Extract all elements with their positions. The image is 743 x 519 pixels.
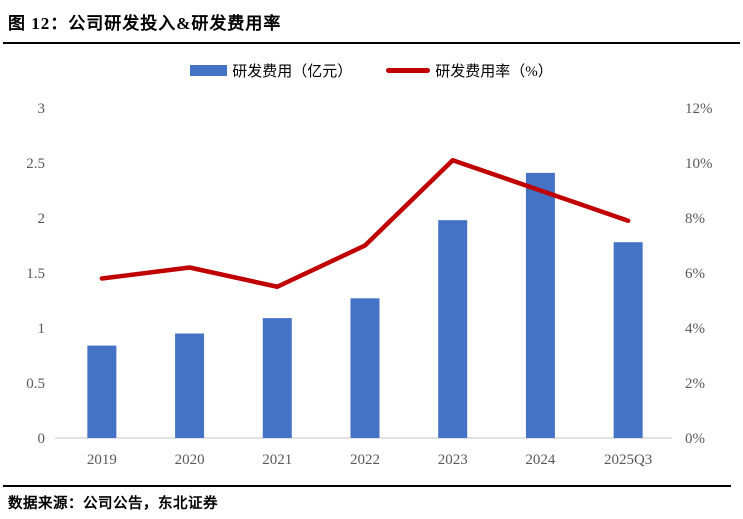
right-axis-tick-label: 6% (685, 266, 705, 282)
chart-legend: 研发费用（亿元） 研发费用率（%） (0, 60, 743, 81)
right-axis-tick-label: 8% (685, 211, 705, 227)
left-axis-tick-label: 2.5 (26, 156, 45, 172)
x-axis-category-label: 2023 (438, 452, 468, 468)
left-axis-tick-label: 3 (38, 101, 46, 117)
left-axis-tick-label: 0.5 (26, 376, 45, 392)
right-axis-tick-label: 4% (685, 321, 705, 337)
bar-2022 (350, 298, 380, 438)
bar-2019 (87, 345, 117, 438)
legend-item-line: 研发费用率（%） (386, 60, 553, 81)
bar-2023 (438, 220, 468, 438)
bar-2021 (262, 318, 292, 438)
right-axis-tick-label: 12% (685, 101, 713, 117)
x-axis-category-label: 2024 (525, 452, 556, 468)
left-axis-tick-label: 2 (38, 211, 46, 227)
x-axis-category-label: 2021 (262, 452, 292, 468)
rate-line (99, 158, 631, 289)
x-axis-category-label: 2019 (87, 452, 117, 468)
x-axis-category-label: 2020 (175, 452, 205, 468)
title-divider (3, 42, 740, 44)
left-axis-tick-label: 1 (38, 321, 46, 337)
data-source: 数据来源：公司公告，东北证券 (8, 496, 218, 512)
left-axis-tick-label: 0 (38, 431, 46, 447)
bar-2024 (525, 172, 555, 438)
x-axis-category-label: 2025Q3 (604, 452, 652, 468)
bar-swatch-icon (190, 65, 228, 76)
line-swatch-icon (386, 68, 431, 73)
right-axis-tick-label: 10% (685, 156, 713, 172)
right-axis-tick-label: 0% (685, 431, 705, 447)
bar-2020 (175, 333, 205, 438)
left-axis-tick-label: 1.5 (26, 266, 45, 282)
legend-item-bar: 研发费用（亿元） (190, 60, 352, 81)
bar-2025Q3 (613, 242, 643, 438)
figure-title: 图 12：公司研发投入&研发费用率 (8, 14, 282, 33)
legend-bar-label: 研发费用（亿元） (232, 64, 353, 80)
footer-divider (3, 485, 731, 487)
x-axis-category-label: 2022 (350, 452, 380, 468)
legend-line-label: 研发费用率（%） (435, 64, 553, 80)
right-axis-tick-label: 2% (685, 376, 705, 392)
